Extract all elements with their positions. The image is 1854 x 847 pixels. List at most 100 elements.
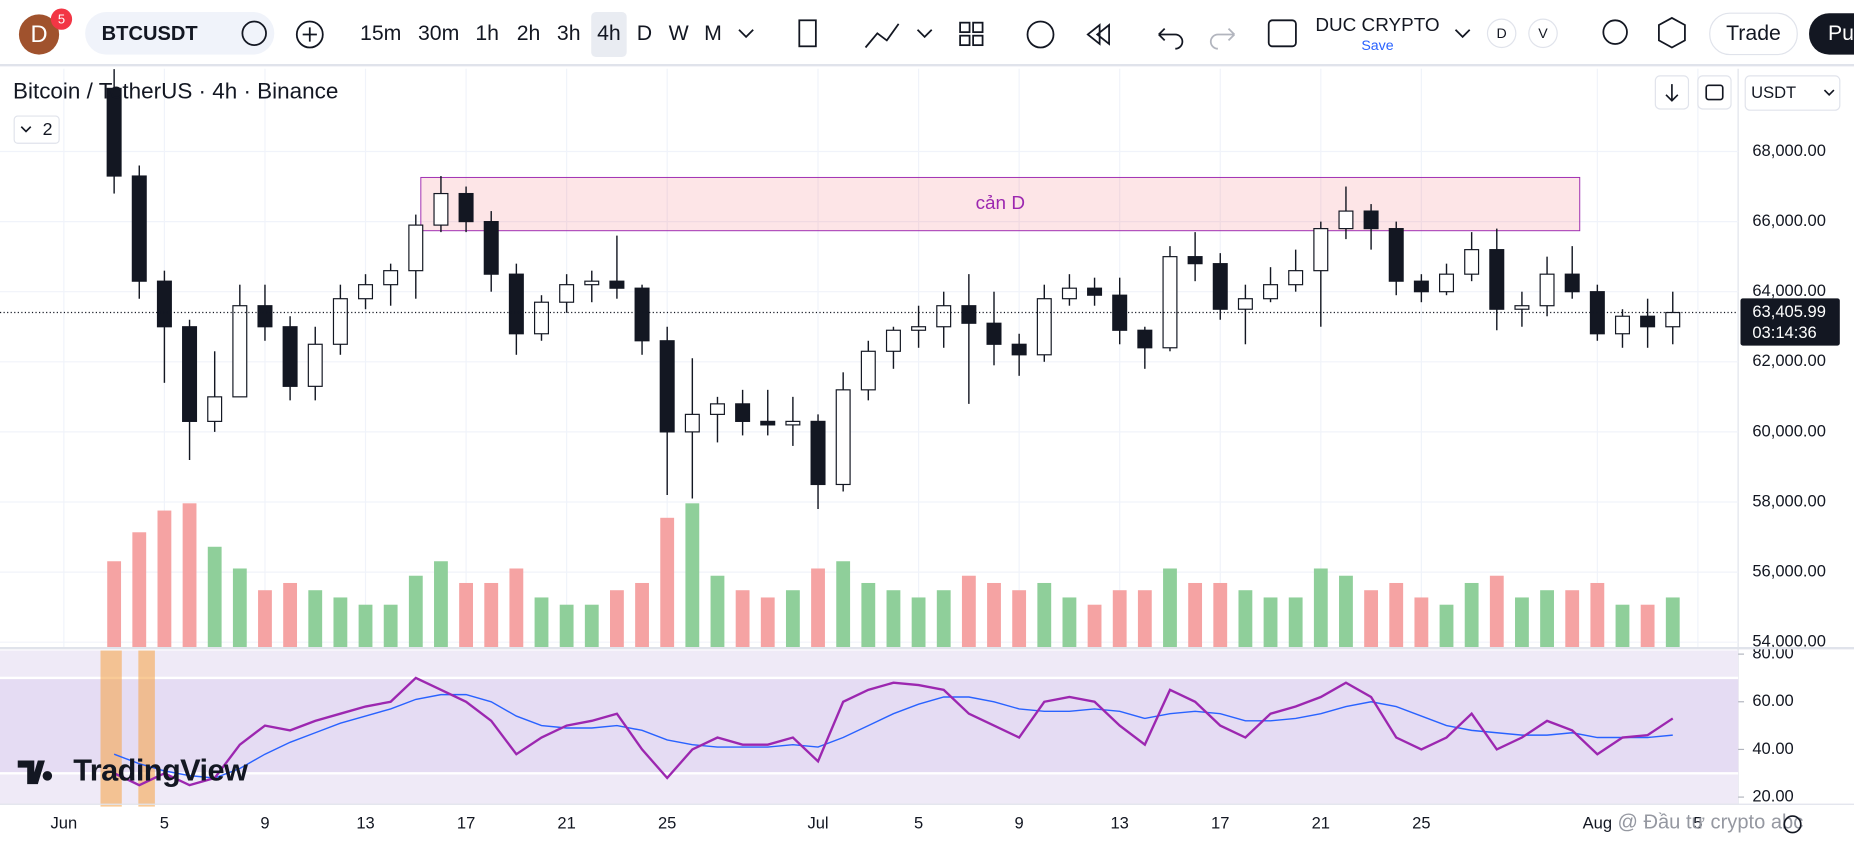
- x-tick-label: Aug: [1583, 814, 1612, 833]
- interval-button[interactable]: M: [704, 21, 722, 45]
- candle-body: [1162, 256, 1178, 349]
- candle-body: [207, 396, 223, 422]
- last-price-label: 63,405.99: [1752, 302, 1826, 321]
- layout-name[interactable]: DUC CRYPTO: [1315, 15, 1439, 36]
- save-label[interactable]: Save: [1361, 38, 1393, 54]
- badge-count: 5: [58, 12, 65, 27]
- volume-bar: [911, 597, 926, 649]
- volume-bar: [358, 604, 373, 649]
- autoscale-button[interactable]: [1697, 75, 1732, 110]
- symbol-search[interactable]: [85, 12, 275, 55]
- x-tick-label: 21: [1312, 814, 1330, 833]
- volume-bar: [1665, 597, 1680, 649]
- interval-button[interactable]: 2h: [517, 21, 541, 45]
- quick-search-icon[interactable]: [1602, 19, 1628, 45]
- y-tick-label: 68,000.00: [1752, 141, 1826, 160]
- candle-body: [307, 343, 323, 387]
- candle-body: [483, 221, 499, 275]
- x-tick-label: 13: [1110, 814, 1128, 833]
- volume-bar: [107, 561, 122, 649]
- indicators-dropdown[interactable]: [916, 29, 933, 39]
- trade-label: Trade: [1726, 21, 1781, 45]
- add-symbol-button[interactable]: [295, 20, 324, 49]
- settings-small-icon[interactable]: [1783, 815, 1802, 834]
- interval-button[interactable]: D: [637, 21, 652, 45]
- interval-button[interactable]: W: [669, 21, 689, 45]
- volume-bar: [1163, 568, 1177, 649]
- toggle-label: D: [1497, 26, 1507, 42]
- layouts-icon[interactable]: [959, 21, 971, 34]
- autoscale-icon: [1705, 84, 1724, 101]
- avatar-letter: D: [30, 22, 47, 48]
- volume-bar: [559, 604, 574, 649]
- volume-bar: [1238, 590, 1253, 649]
- toggle-button[interactable]: [1528, 18, 1558, 49]
- toggle-label: V: [1538, 26, 1548, 42]
- interval-button[interactable]: 30m: [418, 21, 459, 45]
- interval-button[interactable]: 4h: [597, 21, 621, 45]
- candle-body: [986, 322, 1002, 345]
- candle-body: [257, 305, 273, 328]
- interval-button[interactable]: 3h: [557, 21, 581, 45]
- indicators-icon[interactable]: [864, 23, 900, 49]
- undo-icon[interactable]: [1158, 27, 1184, 50]
- volume-bar: [1188, 582, 1203, 649]
- volume-bar: [1590, 582, 1605, 649]
- symbol: BTCUSDT: [102, 23, 199, 45]
- candle-body: [1137, 329, 1153, 349]
- candle-body: [408, 224, 424, 272]
- rsi-tick-label: 20.00: [1752, 786, 1793, 805]
- y-tick-label: 62,000.00: [1752, 351, 1826, 370]
- volume-bar: [1464, 582, 1479, 649]
- candle-body: [760, 420, 776, 426]
- layout-dropdown[interactable]: [1454, 29, 1471, 39]
- candles-icon[interactable]: [798, 19, 817, 48]
- publish-label: Pu: [1828, 21, 1854, 45]
- publish-button[interactable]: [1809, 13, 1854, 55]
- chevron: [1823, 89, 1835, 96]
- avatar[interactable]: [18, 14, 60, 55]
- interval-dropdown[interactable]: [738, 29, 754, 39]
- volume-bar: [1565, 590, 1580, 649]
- volume-bar: [710, 575, 725, 649]
- candle-body: [785, 420, 801, 426]
- layout-checkbox[interactable]: [1267, 19, 1297, 48]
- volume-bar: [1640, 604, 1655, 649]
- logo-text: TradingView: [73, 752, 248, 787]
- indicator-count: 2: [43, 119, 53, 139]
- trade-button[interactable]: [1709, 12, 1798, 56]
- candle-body: [911, 326, 927, 331]
- settings-icon[interactable]: [1658, 16, 1686, 49]
- compare-icon[interactable]: [241, 20, 267, 47]
- candle-body: [1564, 273, 1580, 293]
- logo-mark: [17, 760, 53, 785]
- indicator-toggle[interactable]: [13, 115, 60, 144]
- x-tick-label: Jul: [807, 814, 828, 833]
- rsi-tick-label: 60.00: [1752, 691, 1793, 710]
- volume-bar: [1112, 590, 1127, 649]
- candle-body: [1614, 315, 1630, 335]
- volume-bar: [1012, 590, 1027, 649]
- candle-body: [232, 305, 248, 398]
- candle-body: [1036, 298, 1052, 356]
- alert-icon[interactable]: [1026, 20, 1055, 49]
- candle-body: [609, 280, 625, 289]
- volume-bar: [987, 582, 1001, 649]
- currency-select[interactable]: [1744, 75, 1841, 111]
- volume-bar: [1489, 575, 1504, 649]
- toggle-button[interactable]: [1486, 18, 1517, 49]
- candle-body: [332, 298, 348, 345]
- candle-body: [810, 420, 826, 486]
- x-tick-label: 17: [457, 814, 475, 833]
- y-tick-label: 64,000.00: [1752, 281, 1826, 300]
- volume-bar: [1213, 582, 1228, 649]
- interval-button[interactable]: 1h: [475, 21, 499, 45]
- replay-icon[interactable]: [1086, 23, 1110, 46]
- candle-body: [936, 305, 952, 328]
- interval-button[interactable]: 15m: [360, 21, 401, 45]
- volume-bar: [283, 582, 298, 649]
- redo-icon[interactable]: [1209, 27, 1236, 50]
- candle-body: [709, 403, 725, 415]
- volume-bar: [207, 546, 222, 649]
- volume-bar: [1364, 590, 1379, 649]
